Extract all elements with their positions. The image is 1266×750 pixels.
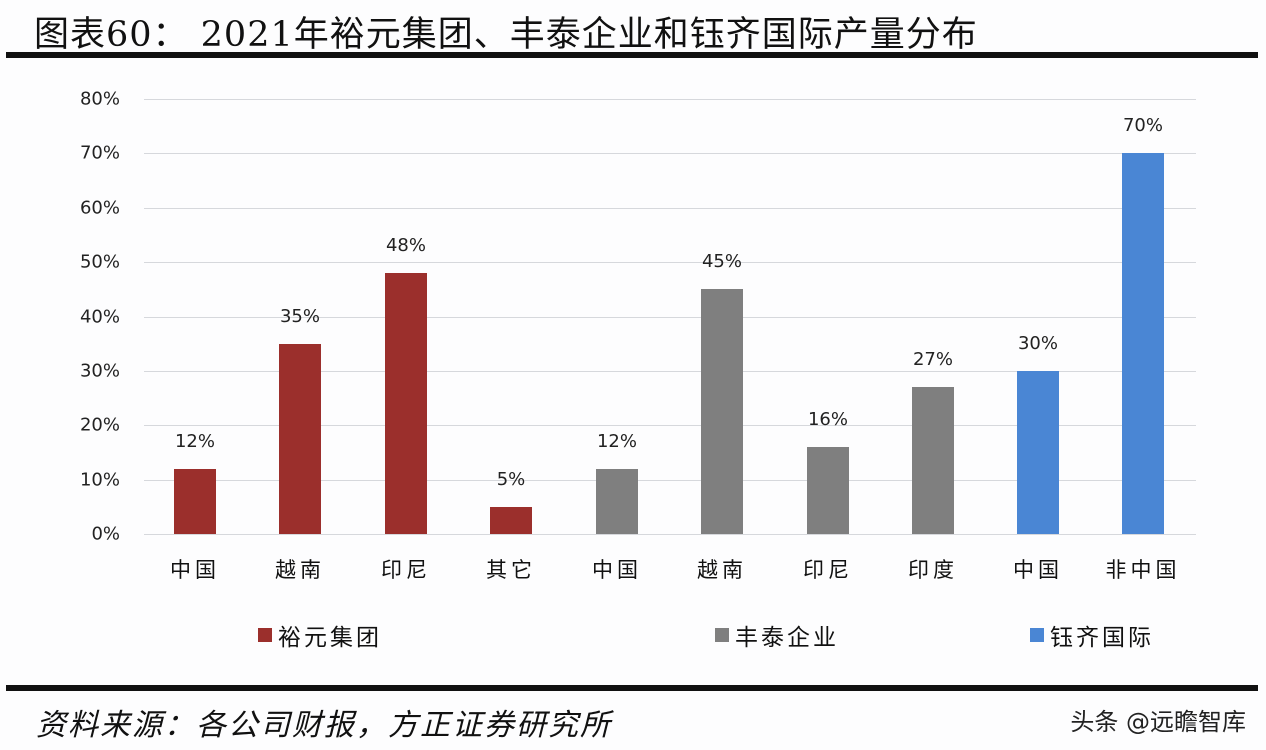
data-label: 16%	[807, 409, 848, 430]
y-tick-label: 60%	[79, 197, 120, 219]
bar	[279, 343, 321, 534]
x-category-label: 中国	[170, 558, 220, 582]
x-category-label: 印尼	[381, 558, 431, 582]
bar	[807, 447, 849, 534]
legend-swatch	[258, 628, 272, 642]
y-tick-label: 40%	[79, 306, 120, 327]
gridline	[144, 153, 1196, 154]
gridline	[144, 425, 1196, 426]
y-tick-label: 70%	[79, 142, 120, 164]
x-category-label: 越南	[697, 558, 747, 582]
data-label: 70%	[1122, 115, 1163, 137]
legend-label: 钰齐国际	[1050, 625, 1154, 651]
legend-swatch	[715, 628, 729, 642]
gridline	[144, 534, 1196, 535]
data-label: 12%	[174, 430, 215, 452]
y-tick-label: 80%	[79, 88, 120, 110]
x-category-label: 非中国	[1105, 558, 1181, 582]
chart-title: 图表60： 2021年裕元集团、丰泰企业和钰齐国际产量分布	[34, 15, 978, 55]
data-label: 30%	[1017, 332, 1058, 354]
bar	[701, 289, 743, 534]
gridline	[144, 99, 1196, 100]
top-divider	[6, 52, 1258, 58]
x-category-label: 印度	[908, 558, 958, 582]
x-category-label: 印尼	[803, 558, 853, 582]
data-label: 27%	[912, 349, 953, 371]
gridline	[144, 208, 1196, 209]
legend-label: 丰泰企业	[735, 625, 839, 651]
x-category-label: 中国	[592, 558, 642, 582]
legend-item-yuqi: 钰齐国际	[1030, 618, 1154, 652]
x-category-label: 中国	[1013, 558, 1063, 582]
legend-item-fengtai: 丰泰企业	[715, 618, 839, 652]
y-tick-label: 10%	[79, 469, 120, 491]
gridline	[144, 317, 1196, 318]
bar	[596, 468, 638, 534]
gridline	[144, 480, 1196, 481]
data-label: 48%	[385, 235, 426, 256]
gridline	[144, 262, 1196, 263]
y-tick-label: 30%	[79, 360, 120, 382]
y-tick-label: 0%	[91, 523, 120, 545]
y-tick-label: 20%	[79, 414, 120, 436]
gridline	[144, 371, 1196, 372]
legend-item-yuyuan: 裕元集团	[258, 618, 382, 652]
data-label: 35%	[279, 305, 320, 327]
bar	[912, 387, 954, 534]
data-label: 45%	[701, 251, 742, 273]
x-category-label: 其它	[486, 558, 536, 582]
bar	[1017, 370, 1059, 534]
bottom-divider	[6, 685, 1258, 691]
data-label: 12%	[596, 430, 637, 452]
legend-swatch	[1030, 628, 1044, 642]
bar	[490, 506, 532, 534]
bar	[385, 273, 427, 534]
x-category-label: 越南	[275, 558, 325, 582]
data-label: 5%	[496, 468, 526, 490]
watermark: 头条 @远瞻智库	[1070, 708, 1246, 736]
bar	[174, 468, 216, 534]
source-note: 资料来源：各公司财报，方正证券研究所	[36, 708, 612, 743]
y-tick-label: 50%	[79, 251, 120, 273]
legend-label: 裕元集团	[278, 625, 382, 651]
bar	[1122, 153, 1164, 534]
